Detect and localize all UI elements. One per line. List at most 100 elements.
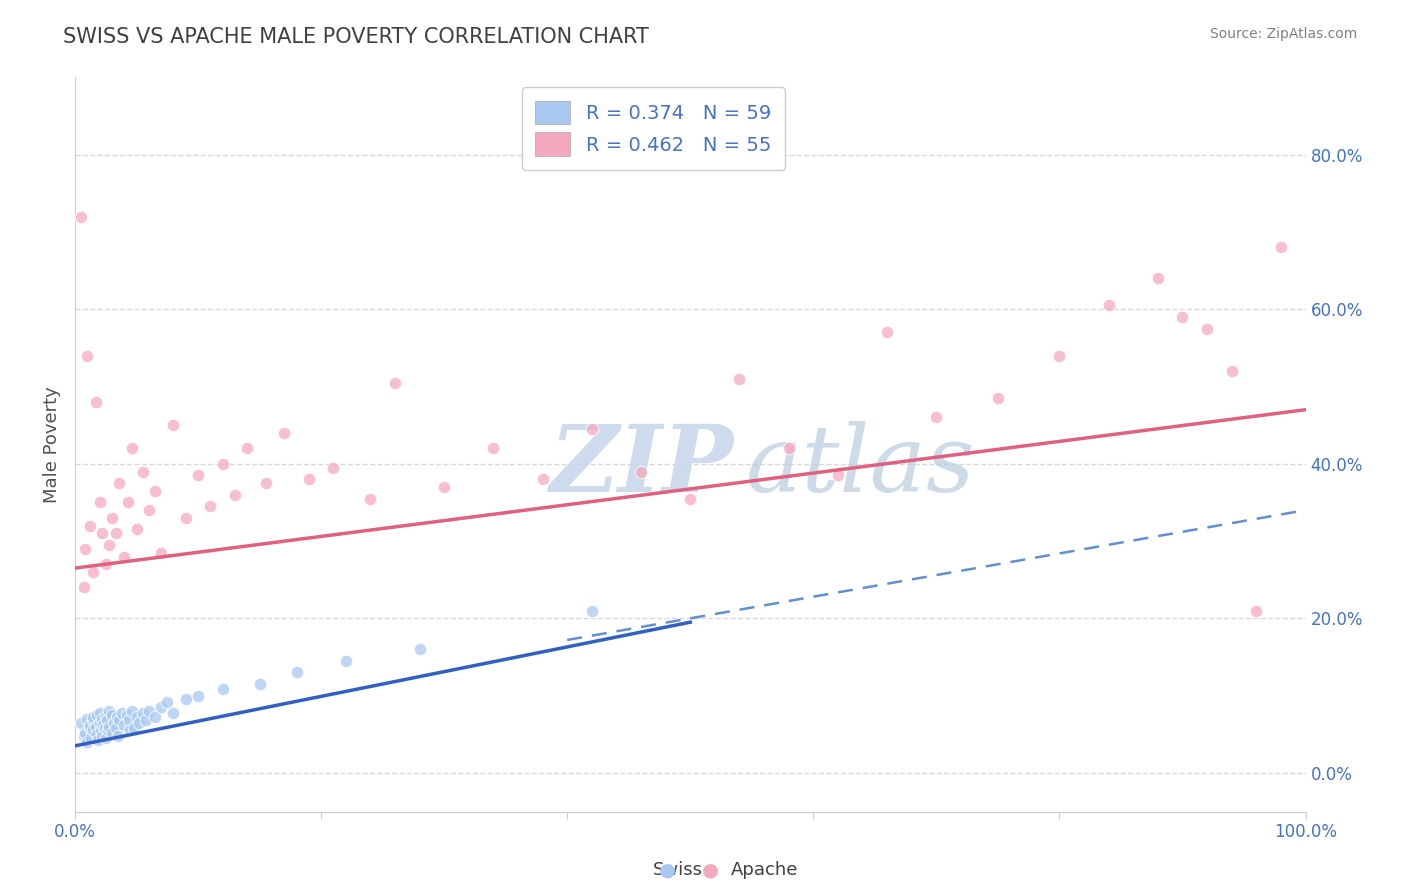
Point <box>359 491 381 506</box>
Point <box>143 710 166 724</box>
Point <box>482 442 505 456</box>
Text: Apache: Apache <box>731 861 799 879</box>
Point <box>150 546 173 560</box>
Point <box>211 457 233 471</box>
Point <box>1220 364 1243 378</box>
Point <box>108 714 131 728</box>
Point <box>79 718 101 732</box>
Point <box>135 714 157 728</box>
Point <box>86 727 108 741</box>
Legend: R = 0.374   N = 59, R = 0.462   N = 55: R = 0.374 N = 59, R = 0.462 N = 55 <box>522 87 785 169</box>
Point <box>1098 298 1121 312</box>
Point <box>125 710 148 724</box>
Text: ●: ● <box>659 860 676 880</box>
Point <box>80 731 103 745</box>
Point <box>174 511 197 525</box>
Point <box>111 706 134 720</box>
Text: Source: ZipAtlas.com: Source: ZipAtlas.com <box>1209 27 1357 41</box>
Point <box>187 468 209 483</box>
Point <box>107 729 129 743</box>
Point <box>987 391 1010 405</box>
Point <box>76 712 98 726</box>
Point <box>70 210 93 224</box>
Point <box>120 723 142 738</box>
Point <box>679 491 702 506</box>
Point <box>1197 321 1219 335</box>
Point <box>105 710 128 724</box>
Point <box>384 376 406 390</box>
Point <box>143 483 166 498</box>
Point <box>97 723 120 738</box>
Point <box>94 710 117 724</box>
Point <box>115 707 138 722</box>
Text: SWISS VS APACHE MALE POVERTY CORRELATION CHART: SWISS VS APACHE MALE POVERTY CORRELATION… <box>63 27 650 46</box>
Point <box>128 715 150 730</box>
Point <box>101 725 124 739</box>
Point <box>581 422 603 436</box>
Point <box>138 704 160 718</box>
Point <box>778 442 800 456</box>
Point <box>91 526 114 541</box>
Point <box>925 410 948 425</box>
Point <box>125 523 148 537</box>
Point <box>89 715 111 730</box>
Point <box>408 642 430 657</box>
Point <box>84 719 107 733</box>
Point <box>112 549 135 564</box>
Point <box>82 714 104 728</box>
Point <box>728 372 751 386</box>
Point <box>70 715 93 730</box>
Point <box>72 581 94 595</box>
Point <box>273 425 295 440</box>
Point <box>285 665 308 680</box>
Point <box>298 472 321 486</box>
Point <box>1246 604 1268 618</box>
Point <box>138 503 160 517</box>
Point <box>94 731 117 745</box>
Point <box>121 704 143 718</box>
Point <box>630 465 652 479</box>
Point <box>156 695 179 709</box>
Point <box>84 395 107 409</box>
Point <box>150 700 173 714</box>
Point <box>93 721 115 735</box>
Point <box>91 729 114 743</box>
Point <box>174 692 197 706</box>
Point <box>101 707 124 722</box>
Point <box>131 465 153 479</box>
Point <box>98 719 121 733</box>
Point <box>254 476 277 491</box>
Point <box>101 511 124 525</box>
Point <box>104 526 127 541</box>
Point <box>87 733 110 747</box>
Point <box>98 704 121 718</box>
Point <box>224 488 246 502</box>
Point <box>73 541 96 556</box>
Point <box>82 723 104 738</box>
Text: Swiss: Swiss <box>652 861 703 879</box>
Point <box>211 682 233 697</box>
Point <box>236 442 259 456</box>
Point <box>827 468 849 483</box>
Point <box>96 714 118 728</box>
Point <box>433 480 456 494</box>
Point <box>82 710 104 724</box>
Point <box>1147 271 1170 285</box>
Point <box>98 538 121 552</box>
Text: ●: ● <box>702 860 718 880</box>
Point <box>1171 310 1194 324</box>
Point <box>104 721 127 735</box>
Point <box>121 442 143 456</box>
Point <box>73 725 96 739</box>
Y-axis label: Male Poverty: Male Poverty <box>44 386 60 503</box>
Point <box>89 706 111 720</box>
Point <box>108 476 131 491</box>
Point <box>91 718 114 732</box>
Point <box>79 518 101 533</box>
Point <box>581 604 603 618</box>
Point <box>1270 240 1292 254</box>
Point <box>162 418 184 433</box>
Point <box>76 349 98 363</box>
Point <box>117 495 139 509</box>
Point <box>876 326 898 340</box>
